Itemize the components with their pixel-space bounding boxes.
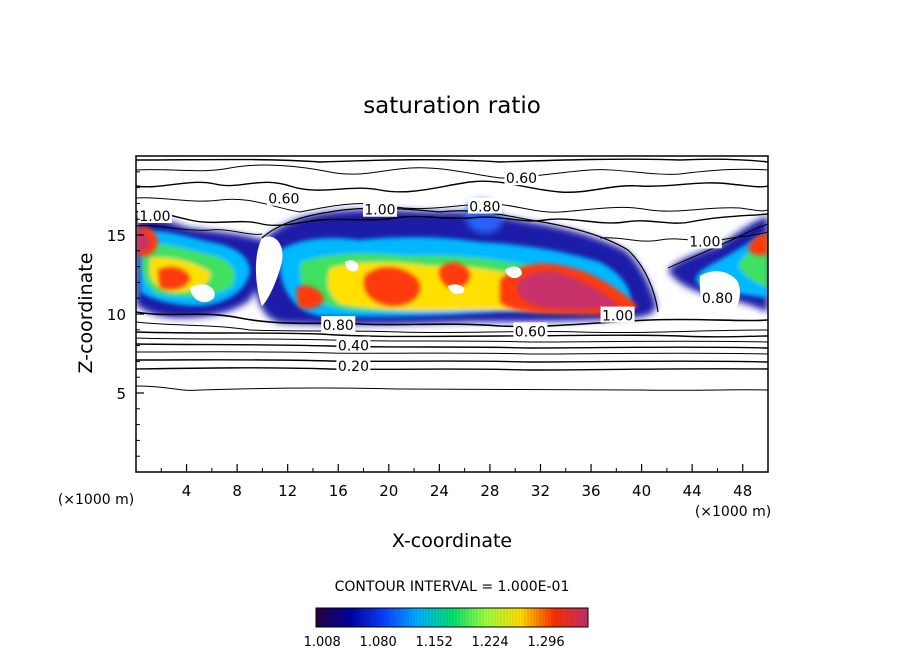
field-hole	[190, 284, 215, 303]
contour-label: 1.00	[139, 209, 170, 225]
contour-label-bg	[266, 189, 301, 206]
y-axis-label: Z-coordinate	[75, 253, 97, 374]
x-tick-label: 8	[232, 482, 242, 500]
contour-label: 1.00	[602, 309, 633, 325]
contour-label-bg	[362, 200, 397, 217]
x-tick-label: 24	[430, 482, 449, 500]
contour-line	[136, 367, 768, 371]
field-holes	[190, 236, 740, 322]
contour-label-bg	[513, 322, 548, 339]
x-unit-right: (×1000 m)	[695, 504, 771, 520]
x-tick-label: 32	[531, 482, 550, 500]
x-tick-label: 20	[379, 482, 398, 500]
colorbar-tick-label: 1.008	[304, 635, 341, 650]
contour-line	[136, 197, 768, 213]
x-tick-label: 12	[278, 482, 297, 500]
field-red-core-right	[748, 232, 768, 256]
y-axis: 5 10 15	[107, 171, 144, 457]
y-tick-label: 5	[116, 385, 126, 403]
contour-line	[136, 351, 768, 355]
field-red-core-d	[296, 285, 324, 309]
x-tick-label: 44	[683, 482, 702, 500]
contour-interval-text: CONTOUR INTERVAL = 1.000E-01	[335, 579, 570, 595]
contour-line	[136, 210, 768, 227]
field-red-core-c	[439, 262, 470, 289]
field-peak-a	[517, 271, 620, 310]
contour-line	[136, 225, 263, 235]
x-axis-label: X-coordinate	[392, 530, 512, 552]
y-tick-label: 15	[107, 227, 126, 245]
x-tick-label: 16	[329, 482, 348, 500]
contour-label: 0.60	[515, 324, 546, 340]
contour-label: 1.00	[364, 203, 395, 219]
contour-label-bg	[137, 207, 172, 224]
x-axis: 4 8 12 16 20 24 28 32 36 40 44 48	[160, 464, 752, 500]
contour-line	[136, 331, 768, 338]
colorbar-tick-label: 1.296	[527, 635, 564, 650]
x-tick-label: 36	[581, 482, 600, 500]
field-hole	[345, 260, 359, 272]
colorbar	[315, 607, 589, 628]
colorbar-tick-label: 1.224	[471, 635, 508, 650]
contour-labels: 0.60 0.60 1.00 0.80 1.00 1.00 0.80 1.00 0.60 0.80…	[137, 169, 735, 375]
x-tick-label: 48	[733, 482, 752, 500]
field-hole	[448, 284, 465, 294]
contour-lines	[136, 158, 768, 391]
colorbar-tick-label: 1.080	[360, 635, 397, 650]
x-tick-label: 4	[182, 482, 192, 500]
contour-line	[136, 164, 768, 179]
contour-line	[136, 180, 768, 193]
contour-label: 0.80	[702, 291, 733, 307]
field-hole	[255, 236, 283, 306]
contour-label-bg	[504, 169, 539, 186]
contour-label-bg	[687, 232, 722, 249]
contour-line	[667, 223, 768, 269]
contour-line	[136, 343, 768, 349]
field-hole	[505, 266, 522, 279]
colorbar-tick-label: 1.152	[416, 635, 453, 650]
contour-line	[136, 337, 768, 343]
contour-line	[136, 311, 768, 328]
contour-line	[136, 385, 768, 391]
contour-label-bg	[336, 336, 371, 353]
colorbar-stripes	[317, 609, 586, 626]
x-unit-left: (×1000 m)	[58, 492, 134, 508]
contour-line	[136, 321, 768, 334]
contour-label-bg	[600, 306, 635, 323]
contour-label: 0.40	[338, 339, 369, 355]
contour-label: 1.00	[689, 234, 720, 250]
field-red-core-left2	[158, 267, 190, 290]
contour-label: 0.20	[338, 359, 369, 375]
contour-label: 0.80	[323, 318, 354, 334]
contour-line	[136, 359, 768, 363]
contour-label-bg	[321, 316, 356, 333]
x-tick-label: 40	[632, 482, 651, 500]
chart-title: saturation ratio	[363, 93, 541, 119]
saturation-field	[136, 199, 768, 325]
x-tick-label: 28	[480, 482, 499, 500]
contour-label: 0.80	[469, 200, 500, 216]
contour-label-bg	[467, 197, 502, 214]
contour-label: 0.60	[506, 171, 537, 187]
contour-label-bg	[700, 289, 735, 306]
plot-area	[136, 158, 768, 391]
contour-label-bg	[336, 357, 371, 374]
contour-label: 0.60	[268, 192, 299, 208]
colorbar-labels: 1.008 1.080 1.152 1.224 1.296	[304, 635, 565, 650]
contour-line	[136, 158, 768, 163]
field-peak-b	[138, 231, 150, 251]
field-red-core-b	[363, 267, 420, 306]
y-tick-label: 10	[107, 306, 126, 324]
